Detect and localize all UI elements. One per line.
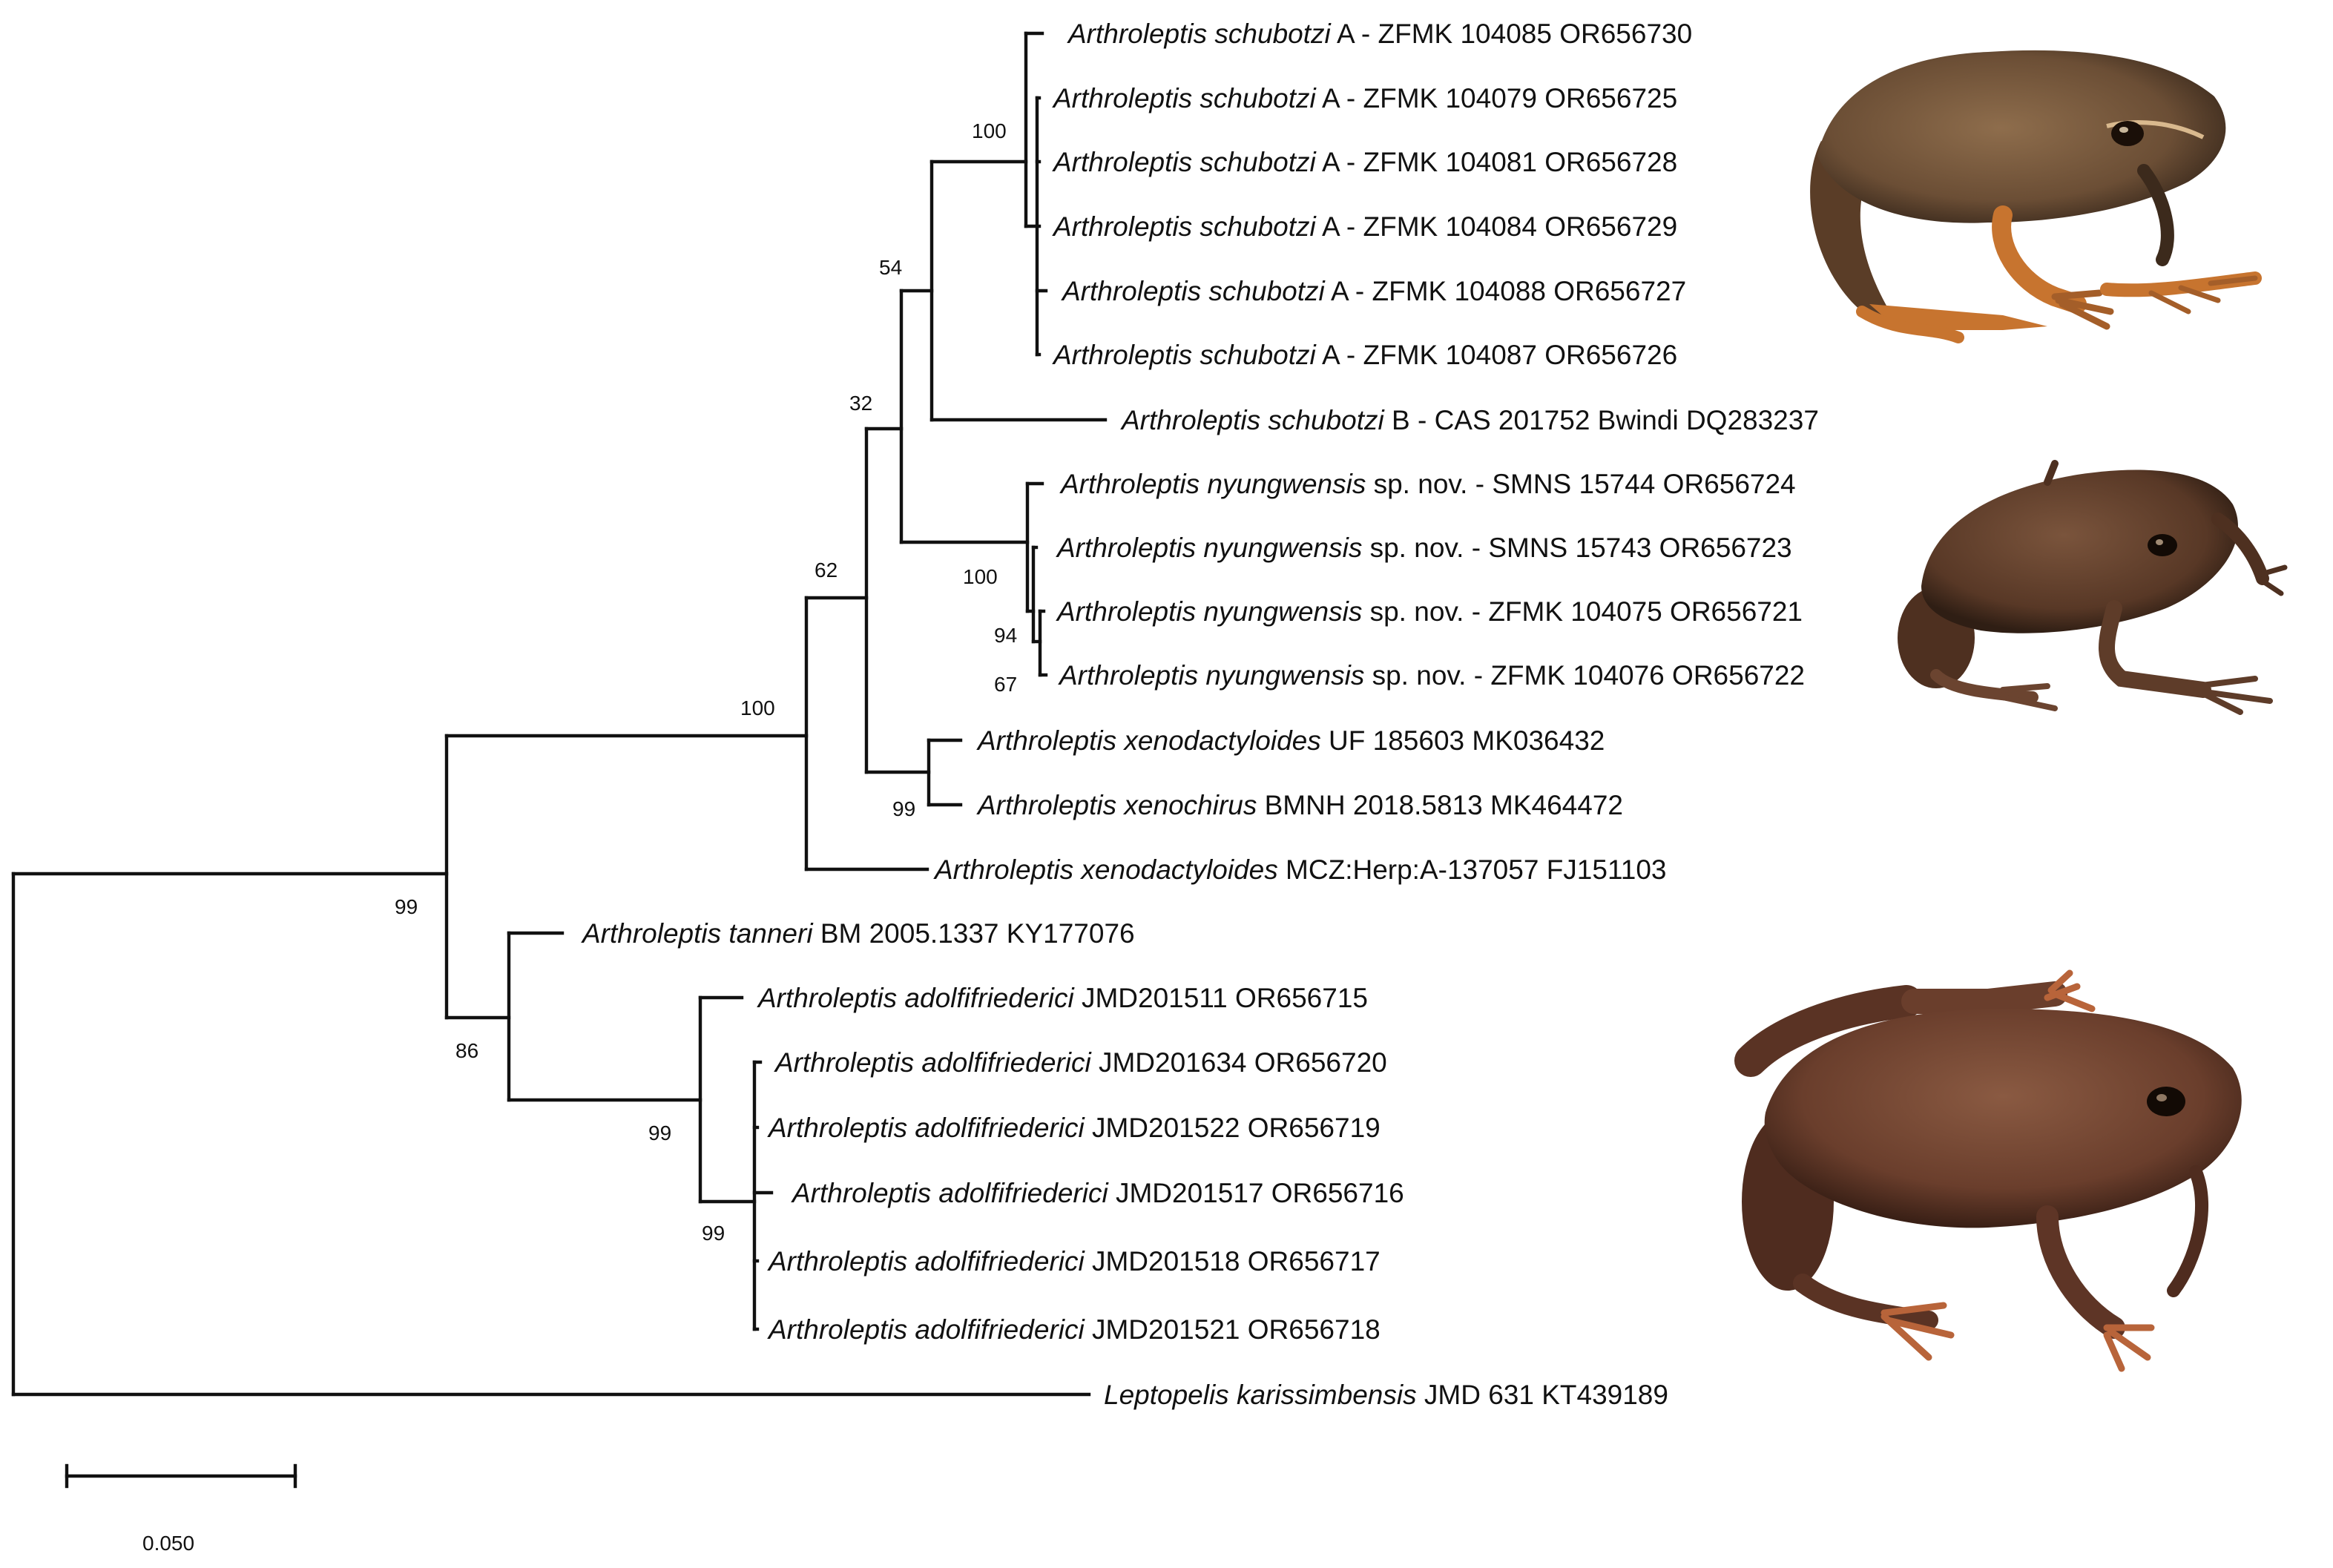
support-value: 99 (648, 1121, 671, 1144)
tip-label: Arthroleptis adolfifriederici JMD201634 … (774, 1047, 1387, 1078)
support-value: 100 (963, 565, 998, 588)
tip-label: Arthroleptis xenodactyloides UF 185603 M… (976, 725, 1605, 756)
tip-label: Arthroleptis xenodactyloides MCZ:Herp:A-… (933, 854, 1667, 885)
tip-label: Arthroleptis schubotzi A - ZFMK 104084 O… (1052, 211, 1677, 242)
tip-label: Arthroleptis schubotzi A - ZFMK 104088 O… (1061, 276, 1686, 306)
tip-labels: Arthroleptis schubotzi A - ZFMK 104085 O… (581, 19, 1819, 1410)
tip-label: Arthroleptis adolfifriederici JMD201521 … (767, 1314, 1381, 1345)
support-value: 99 (702, 1222, 725, 1245)
frog-photo-adolfifriederici (1734, 969, 2242, 1372)
tip-label: Arthroleptis adolfifriederici JMD201518 … (767, 1246, 1381, 1277)
support-value: 100 (972, 119, 1007, 142)
tip-label: Arthroleptis nyungwensis sp. nov. - SMNS… (1059, 469, 1796, 499)
tip-label: Arthroleptis xenochirus BMNH 2018.5813 M… (976, 790, 1623, 820)
scale-bar: 0.050 (65, 1463, 297, 1555)
support-value: 94 (994, 624, 1017, 647)
frog-photo-nyungwensis (1898, 460, 2288, 715)
tip-label: Arthroleptis schubotzi A - ZFMK 104081 O… (1052, 147, 1677, 177)
support-value: 54 (879, 256, 902, 279)
support-value: 86 (455, 1039, 478, 1062)
tip-label: Arthroleptis schubotzi A - ZFMK 104079 O… (1052, 83, 1677, 113)
tip-label: Arthroleptis nyungwensis sp. nov. - SMNS… (1056, 533, 1792, 563)
support-value: 99 (892, 797, 915, 820)
tip-label: Arthroleptis adolfifriederici JMD201517 … (791, 1178, 1404, 1208)
tip-label: Arthroleptis schubotzi B - CAS 201752 Bw… (1120, 405, 1819, 435)
tree-branches (11, 31, 1108, 1397)
support-value: 32 (849, 392, 872, 415)
tip-label: Arthroleptis adolfifriederici JMD201522 … (767, 1113, 1381, 1143)
tip-label: Arthroleptis schubotzi A - ZFMK 104087 O… (1052, 340, 1677, 370)
tip-label: Arthroleptis adolfifriederici JMD201511 … (757, 983, 1368, 1013)
tip-label: Arthroleptis nyungwensis sp. nov. - ZFMK… (1058, 660, 1805, 691)
tip-label: Leptopelis karissimbensis JMD 631 KT4391… (1104, 1380, 1668, 1410)
support-values: 100 54 32 100 94 67 62 99 100 99 86 99 9… (395, 119, 1017, 1245)
support-value: 99 (395, 895, 418, 918)
support-value: 67 (994, 673, 1017, 696)
frog-photo-schubotzi (1810, 50, 2262, 343)
tip-label: Arthroleptis tanneri BM 2005.1337 KY1770… (581, 918, 1135, 949)
support-value: 100 (740, 696, 775, 719)
tip-label: Arthroleptis schubotzi A - ZFMK 104085 O… (1067, 19, 1692, 49)
tip-label: Arthroleptis nyungwensis sp. nov. - ZFMK… (1056, 596, 1803, 627)
support-value: 62 (815, 559, 838, 582)
scale-bar-label: 0.050 (142, 1532, 194, 1555)
